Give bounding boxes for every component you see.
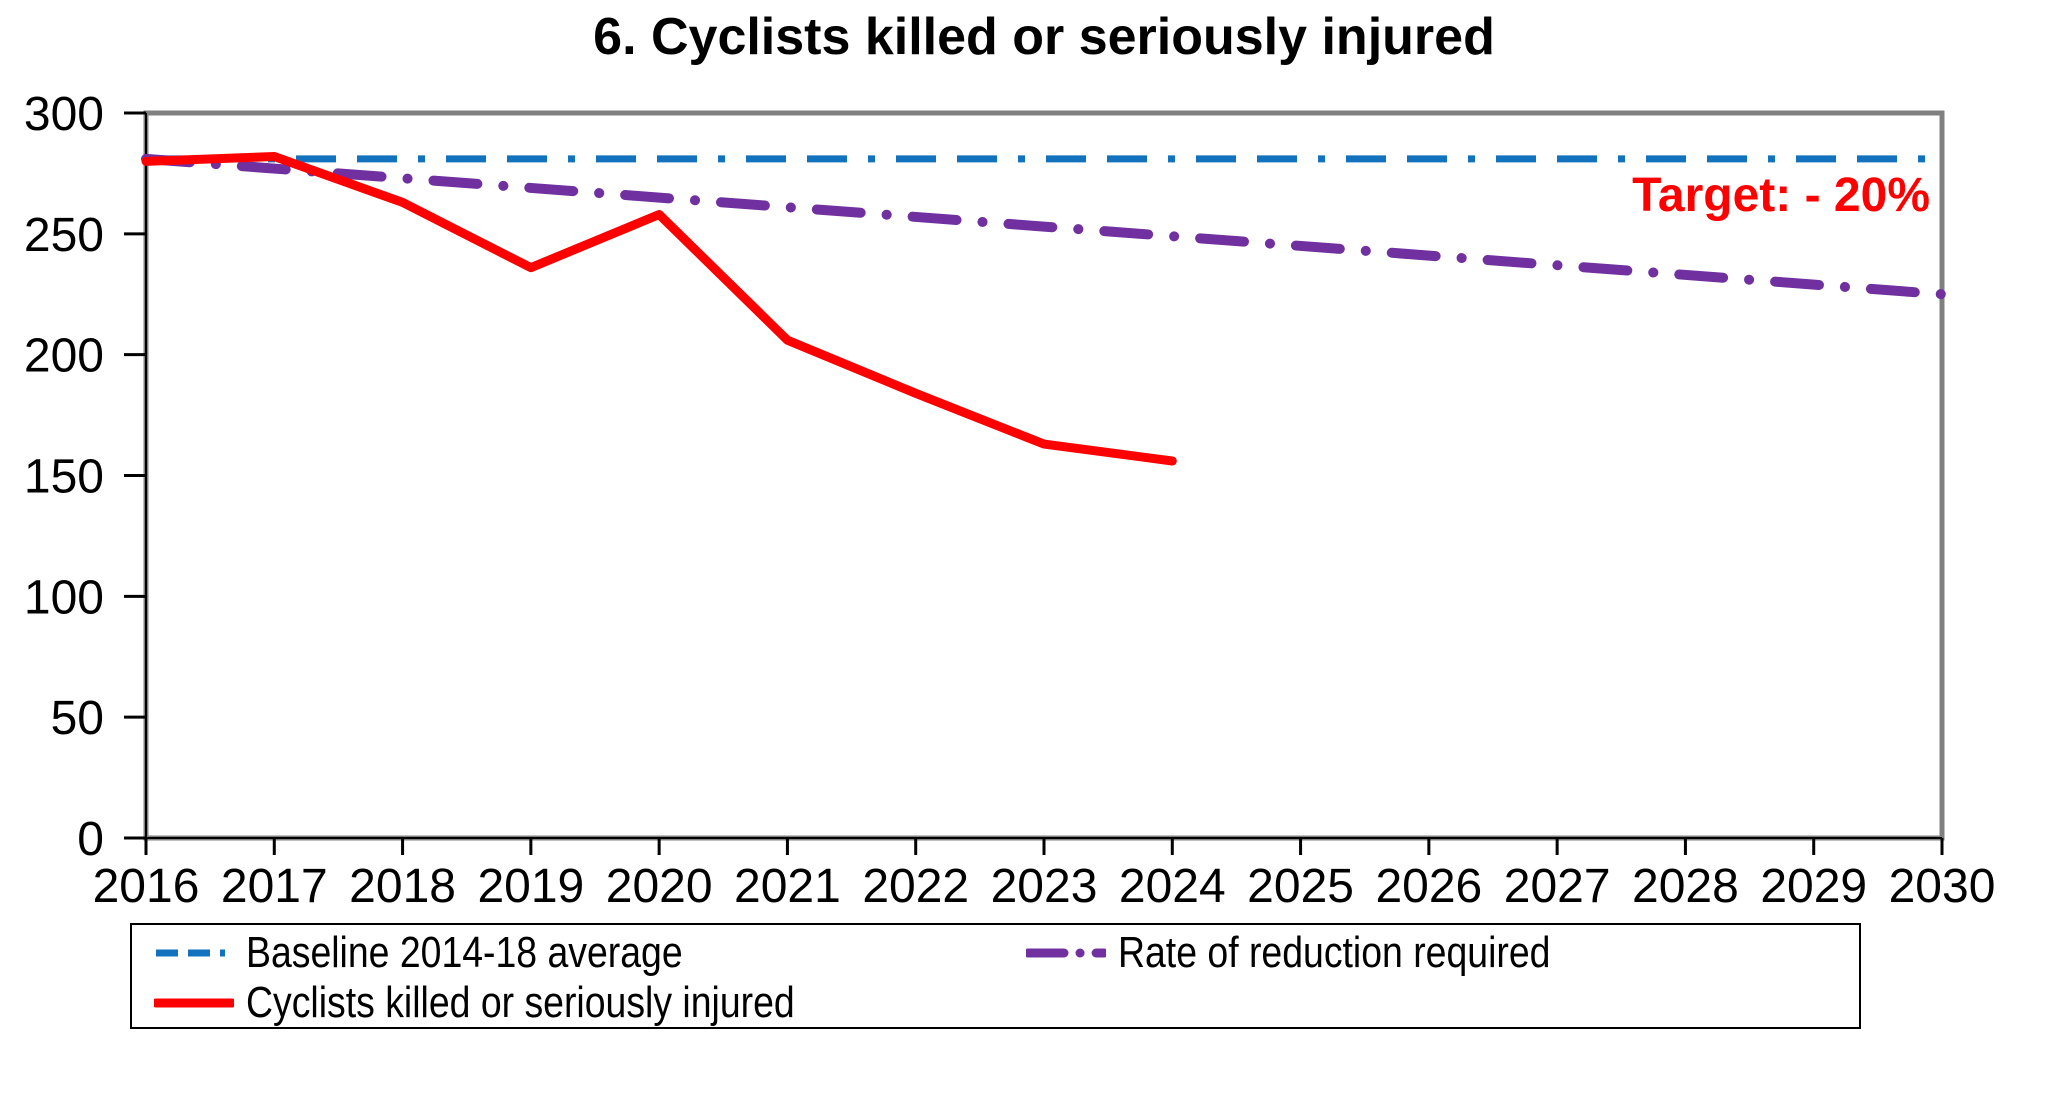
- series-line-1: [141, 153, 1947, 300]
- y-tick-label: 300: [24, 88, 104, 141]
- chart-title: 6. Cyclists killed or seriously injured: [593, 8, 1495, 66]
- x-tick-label: 2027: [1504, 860, 1611, 913]
- x-tick-label: 2024: [1119, 860, 1226, 913]
- x-tick-label: 2020: [606, 860, 713, 913]
- legend-sample-svg: [1023, 948, 1109, 958]
- legend-sample-baseline-dashed-line: [154, 945, 234, 961]
- series-line-2: [141, 152, 1177, 466]
- x-tick-label: 2025: [1247, 860, 1354, 913]
- x-tick-label: 2026: [1375, 860, 1482, 913]
- legend-item-cyclists: Cyclists killed or seriously injured: [151, 978, 892, 1027]
- x-tick-label: 2019: [477, 860, 584, 913]
- y-tick-label: 150: [24, 451, 104, 504]
- x-tick-label: 2030: [1889, 860, 1996, 913]
- x-tick-label: 2029: [1760, 860, 1867, 913]
- x-tick-label: 2022: [862, 860, 969, 913]
- x-tick-label: 2023: [991, 860, 1098, 913]
- x-tick-label: 2016: [93, 860, 200, 913]
- legend-sample-svg: [151, 998, 237, 1008]
- y-tick-label: 50: [51, 692, 104, 745]
- y-tick-label: 250: [24, 209, 104, 262]
- x-tick-label: 2028: [1632, 860, 1739, 913]
- legend-sample-svg: [156, 949, 232, 957]
- y-tick-label: 100: [24, 571, 104, 624]
- legend-sample-cyclists-solid-line: [151, 995, 237, 1011]
- legend-label-baseline: Baseline 2014-18 average: [246, 928, 683, 977]
- legend-box: Baseline 2014-18 average Rate of reducti…: [130, 923, 1861, 1029]
- legend-sample-rate-dashdot-line: [1023, 945, 1109, 961]
- x-tick-label: 2021: [734, 860, 841, 913]
- legend-label-cyclists: Cyclists killed or seriously injured: [246, 978, 795, 1027]
- target-annotation: Target: - 20%: [1632, 169, 1930, 222]
- y-tick-label: 200: [24, 330, 104, 383]
- x-tick-label: 2017: [221, 860, 328, 913]
- legend-item-baseline: Baseline 2014-18 average: [154, 928, 760, 977]
- legend-item-rate-of-reduction: Rate of reduction required: [1023, 928, 1627, 977]
- legend-label-rate-of-reduction: Rate of reduction required: [1118, 928, 1551, 977]
- y-tick-label: 0: [77, 813, 104, 866]
- x-tick-label: 2018: [349, 860, 456, 913]
